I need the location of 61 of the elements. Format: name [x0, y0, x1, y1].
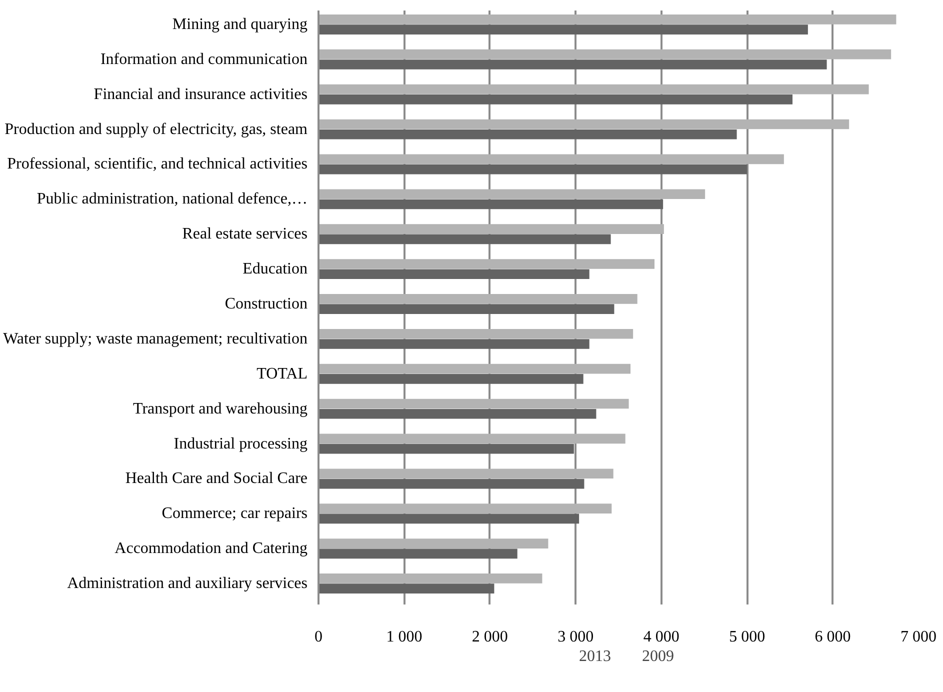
bar [318, 514, 580, 524]
y-tick-label: Mining and quarying [172, 16, 308, 33]
bar [318, 434, 626, 444]
y-tick-label: Health Care and Social Care [125, 470, 308, 488]
text: 2013 [579, 648, 611, 666]
bar [318, 119, 850, 130]
bar [318, 584, 494, 594]
x-tick-label: 7 000 [900, 628, 936, 646]
y-tick-label: Industrial processing [174, 435, 308, 452]
text: 2009 [642, 648, 674, 666]
bar [318, 60, 827, 70]
x-tick-label: 1 000 [386, 628, 422, 646]
bar [318, 189, 706, 200]
y-tick-label: TOTAL [256, 365, 308, 382]
bar [318, 374, 584, 384]
y-tick-label: Financial and insurance activities [94, 86, 308, 103]
y-tick-label: Real estate services [182, 226, 308, 243]
bar [318, 234, 611, 244]
bar [318, 24, 808, 34]
x-tick-label: 6 000 [814, 628, 851, 646]
x-tick-label: 3 000 [558, 628, 594, 646]
bar [318, 504, 612, 514]
bar [318, 468, 614, 479]
bar [318, 129, 737, 140]
bar [318, 164, 748, 174]
x-tick-label: 5 000 [729, 628, 766, 646]
bar [318, 408, 596, 419]
bar [318, 478, 584, 489]
bar [318, 548, 518, 559]
bar [318, 444, 574, 454]
bar [318, 49, 892, 60]
y-tick-label: Construction [224, 296, 308, 313]
x-tick-label: 2 000 [472, 628, 508, 646]
bar [318, 538, 548, 548]
bar [318, 339, 590, 349]
x-tick-label: 0 [314, 628, 322, 646]
bar [318, 259, 654, 269]
y-tick-label: Information and communication [100, 50, 308, 68]
bar [318, 14, 896, 24]
bar [318, 328, 634, 339]
bar [318, 84, 869, 94]
bar [318, 294, 638, 304]
y-tick-label: Accommodation and Catering [114, 540, 308, 558]
x-tick-label: 4 000 [643, 628, 680, 646]
y-tick-label: Administration and auxiliary services [67, 575, 308, 592]
y-tick-label: Professional, scientific, and technical activities [7, 156, 308, 173]
bar [318, 224, 664, 234]
bar [318, 398, 629, 409]
y-tick-label: Public administration, national defence,… [36, 190, 308, 208]
bar [318, 199, 664, 210]
bar [318, 154, 784, 164]
y-tick-label: Transport and warehousing [133, 400, 308, 418]
bar [318, 269, 590, 280]
bar [318, 304, 614, 314]
y-tick-label: Commerce; car repairs [162, 505, 308, 522]
bar [318, 574, 542, 584]
bar [318, 94, 792, 104]
y-tick-label: Production and supply of electricity, gas, steam [4, 120, 308, 138]
y-tick-label: Water supply; waste management; recultivation [3, 330, 308, 348]
y-tick-label: Education [242, 260, 308, 278]
bar [318, 364, 630, 374]
